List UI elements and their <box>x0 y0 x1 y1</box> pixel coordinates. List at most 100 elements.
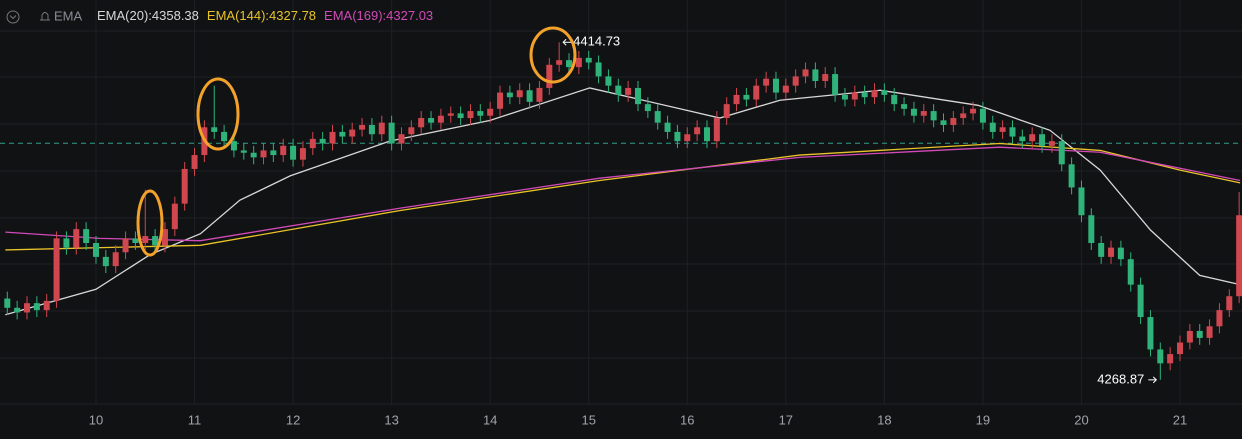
candle-body <box>654 111 661 123</box>
candle-body <box>467 111 474 119</box>
candle-body <box>920 111 927 116</box>
candle-body <box>1058 141 1065 165</box>
candle-body <box>841 94 848 100</box>
candle-body <box>891 94 898 105</box>
candle-body <box>1108 247 1115 257</box>
candle-body <box>851 92 858 100</box>
candle-body <box>566 60 573 68</box>
highlight-circle <box>529 26 577 84</box>
candle-body <box>33 303 40 311</box>
candle-body <box>43 300 50 311</box>
x-tick-label: 13 <box>384 412 398 427</box>
candle-body <box>388 122 395 144</box>
candle-body <box>1216 310 1223 327</box>
candle-body <box>605 76 612 86</box>
candle-body <box>152 236 159 246</box>
candle-body <box>733 94 740 105</box>
candle-body <box>861 92 868 98</box>
candle-body <box>24 303 31 313</box>
candle-body <box>142 236 149 243</box>
candle-body <box>763 78 770 86</box>
candle-body <box>280 145 287 156</box>
highlight-circle <box>196 77 240 151</box>
candle-body <box>516 90 523 98</box>
candle-body <box>250 152 257 158</box>
candle-body <box>122 238 129 253</box>
candle-body <box>950 118 957 125</box>
chevron <box>9 15 17 20</box>
candle-body <box>1147 317 1154 350</box>
candle-body <box>240 150 247 153</box>
candle-body <box>211 127 218 132</box>
horizontal-grid <box>0 30 1242 405</box>
x-tick-label: 11 <box>188 412 202 427</box>
x-tick-label: 15 <box>581 412 595 427</box>
candle-body <box>181 168 188 204</box>
candle-body <box>112 252 119 267</box>
legend-entry: EMA(20):4358.38 <box>97 8 199 23</box>
candle-body <box>437 115 444 123</box>
candle-body <box>378 122 385 135</box>
low-arrow-head <box>1152 376 1158 384</box>
highlight-circle <box>136 189 164 257</box>
x-tick-label: 14 <box>483 412 497 427</box>
candle-body <box>447 113 454 116</box>
candle-body <box>290 145 297 160</box>
candle-body <box>940 120 947 125</box>
candle-body <box>73 229 80 248</box>
candle-body <box>526 90 533 102</box>
candle-body <box>1177 342 1184 355</box>
candle-body <box>743 94 750 100</box>
candle-body <box>802 69 809 77</box>
candle-body <box>634 87 641 105</box>
candle-body <box>1068 164 1075 188</box>
candle-body <box>102 256 109 267</box>
candle-body <box>418 118 425 128</box>
candle-body <box>319 138 326 144</box>
candle-body <box>930 111 937 121</box>
candle-body <box>191 155 198 169</box>
candle-body <box>1029 134 1036 142</box>
candle-body <box>1098 243 1105 257</box>
candle-body <box>832 74 839 95</box>
candle-body <box>339 131 346 137</box>
high-label: 4414.73 <box>573 34 620 49</box>
candle-body <box>1167 354 1174 364</box>
candle-body <box>161 229 168 246</box>
candle-body <box>1157 349 1164 364</box>
candle-body <box>1226 296 1233 311</box>
candle-body <box>349 129 356 137</box>
candle-body <box>14 307 21 313</box>
legend: EMA(20):4358.38 EMA(144):4327.78 EMA(169):… <box>97 8 433 23</box>
candle-body <box>713 118 720 142</box>
legend-entry: EMA(169):4327.03 <box>324 8 433 23</box>
ema-line <box>5 146 1241 242</box>
candle-body <box>1137 284 1144 318</box>
candle-body <box>674 131 681 142</box>
candle-body <box>1196 330 1203 338</box>
candle-body <box>989 122 996 132</box>
candle-body <box>83 229 90 243</box>
candle-body <box>359 124 366 130</box>
x-tick-label: 21 <box>1173 412 1187 427</box>
candle-body <box>979 108 986 123</box>
candle-body <box>309 138 316 149</box>
candle-body <box>1206 326 1213 338</box>
high-arrow-head <box>562 38 567 46</box>
bell-icon[interactable] <box>40 12 50 21</box>
candle-body <box>368 124 375 135</box>
candle-body <box>772 78 779 93</box>
candle-body <box>1019 136 1026 142</box>
candle-body <box>329 131 336 144</box>
x-tick-label: 10 <box>89 412 103 427</box>
x-tick-label: 16 <box>680 412 694 427</box>
candle-body <box>171 203 178 230</box>
candle-body <box>1186 330 1193 343</box>
candle-body <box>457 113 464 119</box>
candle-body <box>536 87 543 102</box>
collapse-icon[interactable] <box>6 10 20 24</box>
x-tick-label: 12 <box>286 412 300 427</box>
candle-body <box>398 134 405 144</box>
